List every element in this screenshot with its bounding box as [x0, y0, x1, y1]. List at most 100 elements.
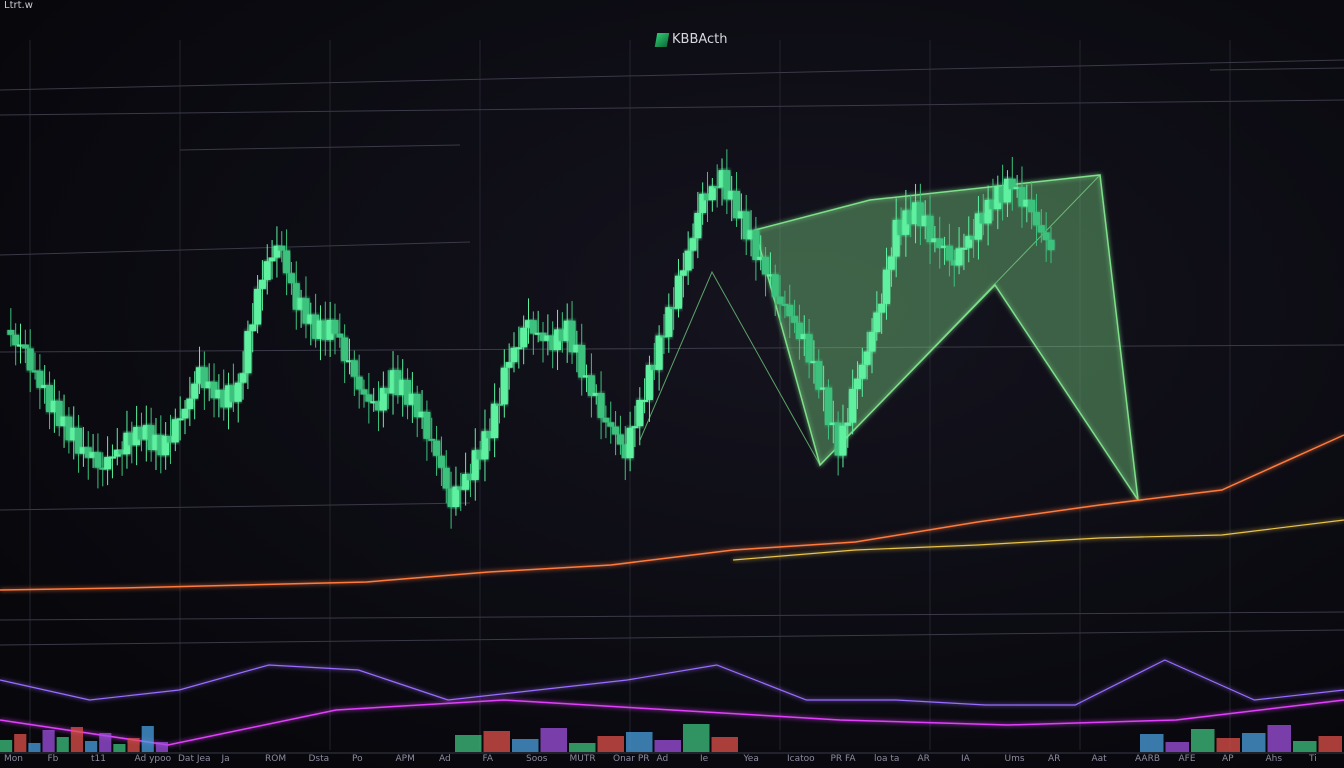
candle-body [457, 486, 465, 490]
grid-line-horizontal [0, 241, 471, 256]
candle-body [689, 238, 697, 251]
volume-bar [597, 736, 624, 752]
volume-bar [455, 735, 482, 752]
grid-line-horizontal [0, 502, 471, 511]
candle-body [766, 274, 774, 277]
volume-bar [683, 724, 710, 752]
candle-body [868, 332, 876, 352]
candle-body [428, 438, 436, 441]
candle-body [113, 449, 121, 457]
candle-body [263, 261, 271, 280]
candle-body [292, 283, 300, 310]
x-tick-label: Ad [439, 754, 451, 764]
candle-body [249, 324, 257, 332]
candle-body [442, 467, 450, 489]
candle-body [950, 260, 958, 266]
candle-body [123, 432, 131, 455]
candle-body [820, 387, 828, 390]
candle-body [684, 250, 692, 271]
candle-body [336, 333, 344, 338]
candle-body [757, 256, 765, 260]
candle-body [239, 373, 247, 383]
candle-body [902, 210, 910, 235]
x-tick-label: MUTR [569, 754, 596, 764]
candle-body [1008, 178, 1016, 190]
candle-body [137, 427, 145, 440]
candle-body [452, 486, 460, 508]
candle-body [776, 296, 784, 304]
candle-body [984, 199, 992, 224]
volume-bar [42, 730, 55, 752]
x-tick-label: AR [917, 754, 930, 764]
volume-bar [56, 737, 69, 752]
candle-body [670, 307, 678, 310]
candle-body [254, 288, 262, 325]
candle-body [810, 361, 818, 364]
volume-bar [540, 728, 567, 752]
volume-bar [569, 743, 596, 752]
x-tick-label: IA [961, 754, 970, 764]
candle-body [50, 400, 58, 413]
candle-body [694, 212, 702, 239]
candle-body [55, 400, 63, 426]
candle-body [1028, 199, 1036, 213]
candle-body [573, 345, 581, 353]
grid-line-horizontal [0, 611, 1344, 621]
candle-body [104, 457, 112, 470]
candle-body [805, 334, 813, 363]
candle-body [921, 215, 929, 226]
x-tick-label: FA [482, 754, 494, 764]
candle-body [370, 401, 378, 404]
candle-body [505, 362, 513, 368]
candle-body [829, 422, 837, 425]
x-tick-label: Ie [700, 754, 709, 764]
grid-line-horizontal [0, 99, 1344, 116]
candle-body [495, 403, 503, 406]
x-tick-label: Ti [1309, 754, 1317, 764]
candle-body [660, 335, 668, 338]
brand: KBBActh [654, 32, 728, 47]
candle-body [196, 367, 204, 384]
candle-body [602, 417, 610, 423]
candle-body [491, 403, 499, 439]
x-tick-label: Icatoo [787, 754, 815, 764]
x-tick-label: PR FA [830, 754, 856, 764]
volume-bar [626, 732, 653, 752]
candle-body [883, 269, 891, 304]
candle-body [408, 393, 416, 405]
candle-body [210, 381, 218, 399]
candle-body [544, 335, 552, 341]
candle-body [974, 213, 982, 240]
candle-body [152, 435, 160, 450]
candle-body [476, 450, 484, 460]
candle-body [1042, 232, 1050, 240]
candle-body [941, 245, 949, 248]
volume-bar [1165, 742, 1189, 752]
candle-body [12, 334, 20, 346]
candle-body [360, 389, 368, 395]
volume-bar [70, 727, 83, 752]
candle-body [108, 456, 116, 459]
candle-body [771, 274, 779, 297]
candle-body [89, 452, 97, 458]
candle-body [394, 370, 402, 395]
corner-label: Ltrt.w [4, 0, 33, 11]
x-tick-label: Aat [1091, 754, 1107, 764]
x-tick-label: Dsta [308, 754, 330, 764]
candle-body [437, 455, 445, 468]
grid-line-horizontal [1209, 67, 1344, 71]
candle-body [326, 320, 334, 340]
candle-body [674, 275, 682, 309]
candle-body [587, 375, 595, 396]
x-tick-label: Soos [526, 754, 548, 764]
candle-body [181, 409, 189, 419]
x-tick-label: Dat Jea [178, 754, 211, 764]
candle-body [355, 376, 363, 390]
x-tick-label: Yea [743, 754, 759, 764]
candle-body [147, 425, 155, 450]
x-tick-label: Mon [4, 754, 23, 764]
candle-body [234, 382, 242, 402]
volume-bar [0, 740, 13, 752]
candle-body [65, 416, 73, 441]
candle-body [926, 215, 934, 243]
